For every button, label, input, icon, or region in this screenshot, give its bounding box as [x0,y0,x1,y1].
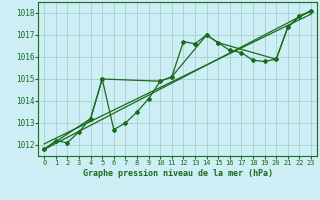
X-axis label: Graphe pression niveau de la mer (hPa): Graphe pression niveau de la mer (hPa) [83,169,273,178]
